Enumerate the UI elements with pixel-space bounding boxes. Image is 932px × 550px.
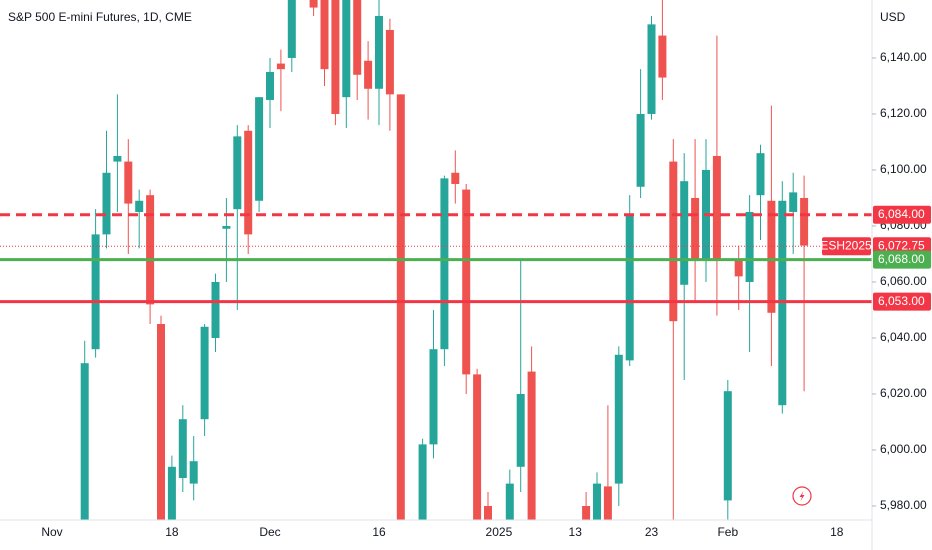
candle-body (342, 0, 351, 98)
y-tick-label: 6,140.00 (880, 50, 927, 64)
symbol-tag: ESH2025 (820, 238, 872, 252)
y-tick-label: 6,120.00 (880, 106, 927, 120)
candle-body (516, 393, 525, 467)
candle-body (80, 363, 89, 520)
candle-body (331, 0, 340, 114)
candle-body (614, 354, 623, 484)
candle-body (800, 197, 809, 246)
candle-body (712, 155, 721, 260)
candle-body (767, 200, 776, 313)
symbol-tag-box (822, 237, 871, 256)
x-tick-label: 2025 (486, 525, 513, 539)
candle-body (636, 113, 645, 187)
x-tick-label: 23 (645, 525, 659, 539)
icon-bolt (799, 491, 805, 501)
replay-icon[interactable] (792, 486, 812, 506)
candle-body (418, 444, 427, 520)
candle-body (691, 197, 700, 260)
x-tick-label: 16 (372, 525, 386, 539)
price-label: 6,068.00 (878, 252, 925, 266)
title-backdrop (4, 6, 218, 30)
candle-body (146, 195, 155, 305)
candle-body (200, 326, 209, 420)
candle-body (309, 0, 318, 8)
candle-body (375, 15, 383, 89)
x-tick-label: 18 (830, 525, 844, 539)
candle-body (440, 178, 449, 350)
x-tick-label: 18 (165, 525, 179, 539)
price-label-box (873, 292, 931, 311)
candle-body (593, 483, 601, 520)
candle-body (527, 371, 536, 520)
candle-body (745, 211, 754, 282)
candle-body (429, 349, 438, 445)
candle-body (124, 161, 133, 204)
candle-body (287, 0, 296, 58)
price-label-box (873, 250, 931, 269)
candle-body (723, 391, 732, 501)
candle-body (505, 483, 514, 520)
candle-body (178, 419, 187, 478)
candle-body (157, 323, 165, 520)
candle-body (396, 94, 405, 520)
chart-title: S&P 500 E-mini Futures, 1D, CME (8, 10, 192, 24)
candle-body (385, 29, 394, 95)
candle-body (255, 97, 264, 201)
candle-body (582, 505, 591, 520)
price-label: 6,072.75 (878, 238, 925, 252)
y-tick-label: 6,000.00 (880, 442, 927, 456)
candle-body (91, 234, 100, 350)
candle-body (211, 281, 220, 338)
price-label: 6,053.00 (878, 294, 925, 308)
x-tick-label: Dec (259, 525, 280, 539)
candle-body (222, 225, 231, 229)
candle-body (113, 155, 122, 162)
price-label-box (873, 205, 931, 224)
x-tick-label: Nov (41, 525, 62, 539)
candle-body (669, 161, 678, 322)
candle-body (364, 60, 373, 89)
candle-body (266, 71, 274, 100)
candle-body (625, 214, 634, 361)
candle-body (353, 0, 362, 75)
candle-body (789, 192, 798, 212)
candle-body (189, 461, 198, 484)
candle-body (276, 63, 285, 70)
candle-body (167, 466, 176, 520)
price-label: 6,084.00 (878, 207, 925, 221)
currency-label: USD (880, 10, 906, 24)
candle-body (462, 189, 471, 375)
x-tick-label: Feb (717, 525, 738, 539)
candle-body (647, 24, 656, 114)
candle-body (451, 172, 460, 184)
candle-body (680, 181, 689, 285)
candle-body (473, 374, 482, 520)
candle-body (756, 153, 765, 196)
x-tick-label: 13 (569, 525, 583, 539)
plot-area (0, 0, 872, 520)
y-tick-label: 6,060.00 (880, 274, 927, 288)
candle-body (102, 172, 111, 235)
candle-body (233, 136, 242, 210)
y-tick-label: 6,100.00 (880, 162, 927, 176)
candle-body (484, 505, 492, 520)
y-tick-label: 6,040.00 (880, 330, 927, 344)
y-tick-label: 5,980.00 (880, 498, 927, 512)
candle-body (734, 259, 743, 277)
candle-body (244, 130, 253, 235)
candle-body (320, 0, 329, 70)
candle-body (135, 200, 144, 212)
y-tick-label: 6,020.00 (880, 386, 927, 400)
candle-body (658, 35, 667, 78)
candle-body (603, 486, 612, 520)
